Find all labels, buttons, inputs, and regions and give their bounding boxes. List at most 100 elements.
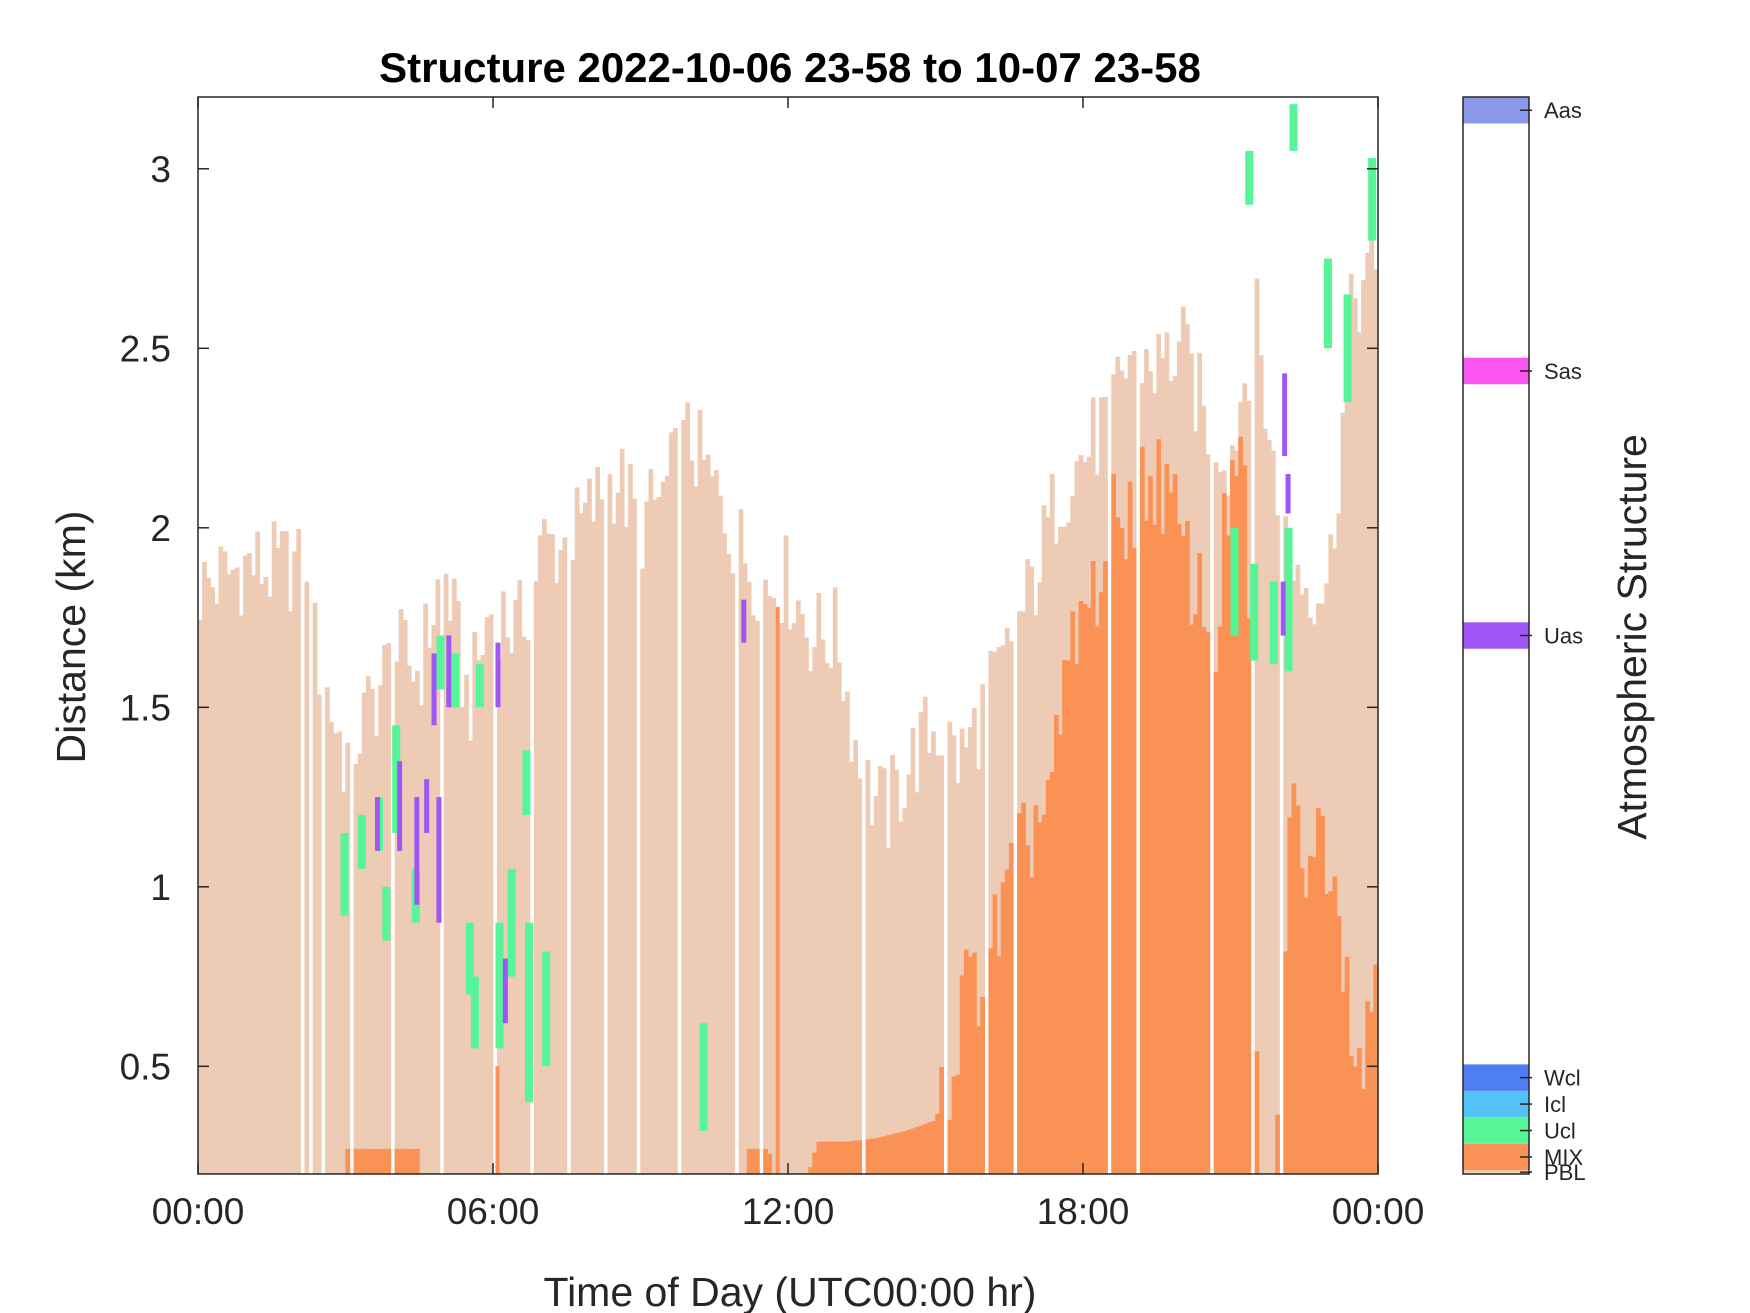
pbl-column	[898, 821, 904, 1174]
pbl-column	[918, 712, 924, 1174]
mix-column	[1205, 631, 1211, 1174]
mix-column	[1316, 808, 1321, 1174]
pbl-column	[623, 526, 629, 1174]
mix-column	[918, 1125, 924, 1174]
pbl-column	[685, 402, 691, 1174]
mix-column	[1004, 869, 1010, 1174]
pbl-column	[312, 602, 318, 1174]
y-tick-label: 3	[150, 149, 171, 190]
pbl-column	[243, 555, 248, 1174]
mix-column	[1094, 626, 1100, 1174]
pbl-column	[394, 661, 400, 1174]
ucl-layer	[1245, 150, 1254, 205]
mix-column	[1172, 474, 1178, 1174]
pbl-column	[816, 593, 822, 1174]
mix-column	[1025, 845, 1031, 1174]
mix-column	[1021, 802, 1026, 1174]
pbl-column	[337, 731, 342, 1174]
mix-column	[1361, 1089, 1366, 1174]
mix-column	[947, 1119, 953, 1174]
mix-column	[750, 1148, 756, 1174]
pbl-column	[1029, 566, 1035, 1174]
pbl-column	[705, 454, 711, 1174]
pbl-column	[304, 581, 310, 1174]
pbl-column	[648, 468, 654, 1174]
pbl-column	[206, 577, 211, 1174]
mix-column	[357, 1148, 363, 1174]
mix-column	[1311, 857, 1317, 1174]
pbl-column	[865, 759, 871, 1174]
pbl-column	[570, 559, 576, 1174]
pbl-column	[517, 580, 523, 1174]
mix-column	[398, 1148, 404, 1174]
mix-column	[906, 1129, 912, 1174]
mix-column	[955, 1074, 961, 1174]
pbl-column	[628, 463, 633, 1174]
pbl-column	[881, 768, 887, 1174]
mix-column	[1131, 547, 1137, 1174]
mix-column	[1037, 822, 1043, 1174]
colorbar-swatch-uas	[1463, 622, 1529, 649]
pbl-column	[939, 755, 944, 1174]
mix-column	[1127, 481, 1133, 1175]
mix-column	[1307, 855, 1313, 1174]
mix-column	[849, 1141, 854, 1174]
mix-column	[378, 1148, 383, 1174]
uas-layer	[741, 599, 747, 643]
uas-layer	[375, 797, 380, 851]
mix-column	[886, 1135, 891, 1174]
mix-column	[931, 1121, 936, 1174]
mix-column	[406, 1148, 412, 1174]
ucl-layer	[357, 815, 366, 869]
pbl-column	[214, 603, 220, 1174]
pbl-column	[431, 624, 437, 1174]
pbl-column	[791, 623, 797, 1174]
colorbar-swatch-sas	[1463, 357, 1529, 385]
pbl-column	[210, 587, 215, 1174]
mix-column	[816, 1141, 822, 1174]
mix-column	[1017, 813, 1022, 1174]
colorbar-swatch-wcl	[1463, 1064, 1529, 1091]
pbl-column	[640, 568, 646, 1174]
pbl-column	[427, 647, 433, 1174]
pbl-column	[976, 769, 981, 1174]
pbl-column	[234, 567, 240, 1174]
colorbar-tick-label: Wcl	[1544, 1066, 1581, 1091]
mix-column	[845, 1141, 850, 1174]
pbl-column	[673, 428, 678, 1174]
pbl-column	[955, 783, 961, 1174]
pbl-column	[251, 575, 256, 1174]
pbl-column	[632, 498, 637, 1175]
pbl-column	[222, 551, 228, 1174]
pbl-column	[402, 619, 408, 1174]
pbl-column	[525, 640, 531, 1174]
mix-column	[1332, 876, 1338, 1174]
pbl-column	[1254, 278, 1260, 1175]
ucl-layer	[382, 886, 391, 941]
mix-column	[1180, 536, 1186, 1174]
mix-column	[1287, 817, 1293, 1174]
pbl-column	[689, 460, 695, 1174]
pbl-column	[967, 727, 973, 1174]
pbl-column	[324, 687, 330, 1174]
mix-column	[1197, 553, 1203, 1174]
pbl-column	[1303, 587, 1309, 1174]
pbl-column	[771, 597, 777, 1174]
mix-column	[1193, 614, 1198, 1174]
mix-column	[857, 1140, 863, 1174]
mix-column	[1217, 626, 1223, 1174]
pbl-column	[615, 492, 621, 1174]
ucl-layer	[699, 1023, 708, 1131]
mix-column	[1156, 439, 1162, 1174]
pbl-column	[1332, 548, 1338, 1174]
pbl-column	[480, 655, 486, 1174]
pbl-column	[701, 459, 707, 1174]
mix-column	[914, 1126, 920, 1174]
mix-column	[1049, 771, 1055, 1174]
mix-column	[1328, 891, 1334, 1174]
mix-column	[345, 1148, 351, 1174]
mix-column	[1234, 475, 1239, 1174]
y-axis: 0.5 1 1.5 2 2.5 3	[120, 149, 1378, 1087]
mix-column	[869, 1138, 875, 1174]
pbl-column	[501, 591, 506, 1174]
